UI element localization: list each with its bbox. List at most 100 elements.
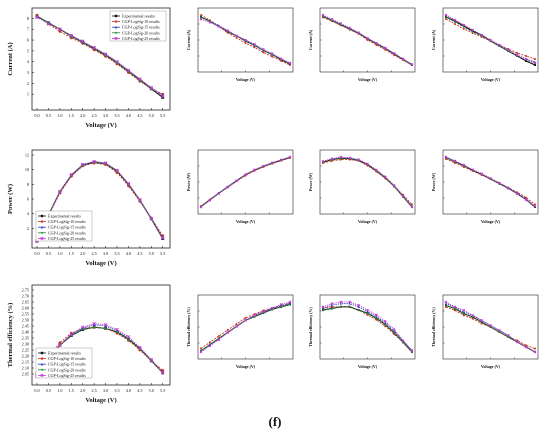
power-main-ytick-label: 12 bbox=[25, 153, 29, 158]
efficiency-main-xtick-label: 3.5 bbox=[114, 388, 119, 393]
power-zoom-3-series-4-point bbox=[471, 168, 475, 172]
power-zoom-2-series-4-point bbox=[410, 205, 414, 209]
efficiency-zoom-1-series-1-point bbox=[235, 322, 238, 325]
efficiency-main-xtick-label: 1.5 bbox=[69, 388, 74, 393]
efficiency-zoom-3-series-2-point bbox=[445, 302, 447, 305]
power-main-legend-label: CGP-LogSig-10 results bbox=[48, 219, 86, 224]
current-main-series-4-point bbox=[138, 77, 142, 81]
efficiency-zoom-2-series-1-point bbox=[375, 318, 378, 321]
current-zoom-2-series-4-point bbox=[383, 46, 387, 50]
efficiency-zoom-3-series-4-line bbox=[445, 301, 536, 353]
current-zoom-3-series-4-point bbox=[462, 23, 466, 27]
current-main-legend-label: CGP-LogSig-15 results bbox=[122, 25, 160, 30]
current-zoom-1-series-1-point bbox=[244, 42, 247, 45]
current-main-series-4-point bbox=[92, 45, 96, 50]
efficiency-zoom-2-series-3-point bbox=[322, 309, 324, 312]
current-main-series-4-point bbox=[58, 27, 62, 31]
current-zoom-2-series-3-point bbox=[322, 15, 324, 18]
efficiency-zoom-2-series-3-point bbox=[375, 317, 378, 320]
power-main-ytick-label: 4 bbox=[27, 211, 30, 216]
power-main-series-4-point bbox=[69, 173, 74, 177]
efficiency-main-legend-swatch-marker bbox=[40, 368, 44, 371]
power-main-series-3-point bbox=[104, 162, 107, 166]
current-zoom-1-xlabel: Voltage (V) bbox=[236, 77, 256, 82]
efficiency-zoom-2-series-3-point bbox=[348, 305, 351, 308]
current-zoom-3-series-1-point bbox=[534, 58, 536, 60]
power-zoom-1-series-2-line bbox=[200, 156, 291, 207]
current-main-legend-swatch-marker bbox=[114, 14, 118, 18]
power-main-xtick-label: 2.5 bbox=[92, 251, 97, 256]
efficiency-main-legend-label: CGP-LogSig-15 results bbox=[48, 362, 86, 367]
power-main-series-4-point bbox=[160, 236, 165, 240]
efficiency-zoom-2-ylabel: Thermal efficiency (%) bbox=[308, 306, 313, 346]
current-zoom-3-series-0-point bbox=[534, 64, 536, 66]
current-zoom-2-series-4-point bbox=[410, 63, 414, 66]
power-main-xtick-label: 5.0 bbox=[149, 251, 154, 256]
efficiency-main-xtick-label: 5.5 bbox=[160, 388, 165, 393]
efficiency-zoom-1-ylabel: Thermal efficiency (%) bbox=[186, 306, 191, 346]
efficiency-zoom-1-series-4-point bbox=[270, 306, 274, 310]
power-zoom-2-series-4-point bbox=[366, 162, 369, 166]
power-zoom-2-xlabel: Voltage (V) bbox=[358, 219, 378, 224]
power-main-legend-swatch-marker bbox=[40, 231, 44, 234]
power-main-legend-label: CGP-LogSig-20 results bbox=[48, 230, 86, 235]
power-zoom-1-series-4-point bbox=[270, 161, 274, 165]
current-zoom-1-series-4-point bbox=[235, 34, 238, 38]
efficiency-main-series-1-point bbox=[58, 341, 62, 345]
efficiency-zoom-2-series-4-point bbox=[348, 300, 352, 304]
current-zoom-1-series-4-point bbox=[279, 57, 283, 61]
efficiency-main-xtick-label: 0.5 bbox=[46, 388, 51, 393]
current-zoom-1-series-4-point bbox=[288, 61, 292, 65]
power-zoom-1-axes-frame bbox=[197, 149, 294, 215]
power-main-xtick-label: 4.5 bbox=[137, 251, 142, 256]
current-main-series-4-point bbox=[115, 59, 119, 64]
efficiency-zoom-3-series-4-point bbox=[533, 350, 537, 354]
efficiency-main-series-4-point bbox=[69, 332, 74, 337]
power-main-legend-label: Experimental results bbox=[48, 214, 81, 219]
efficiency-zoom-3-series-4-point bbox=[444, 300, 448, 304]
efficiency-zoom-1-series-4-point bbox=[253, 314, 256, 317]
efficiency-main-series-1-point bbox=[161, 369, 165, 372]
power-zoom-1-series-4-point bbox=[261, 164, 265, 168]
current-main-legend-swatch-marker bbox=[114, 26, 118, 29]
current-zoom-1-series-3-point bbox=[200, 16, 202, 19]
efficiency-main-series-3-point bbox=[104, 327, 107, 330]
efficiency-main-ytick-label: 2.25 bbox=[22, 348, 29, 353]
current-zoom-1-series-1-point bbox=[235, 36, 238, 39]
power-zoom-2-series-4-point bbox=[401, 194, 405, 198]
current-main-ytick-label: 2 bbox=[27, 81, 29, 86]
efficiency-zoom-2-series-2-point bbox=[330, 304, 333, 307]
power-zoom-3-series-1-line bbox=[445, 158, 536, 205]
power-zoom-3-series-4-point bbox=[524, 198, 528, 202]
power-zoom-1-series-4-line bbox=[200, 156, 291, 208]
efficiency-main-xtick-label: 2.5 bbox=[92, 388, 97, 393]
power-zoom-3-series-1-point bbox=[462, 166, 465, 168]
power-zoom-1-series-0-line bbox=[200, 156, 291, 207]
efficiency-zoom-2-series-4-point bbox=[383, 320, 387, 323]
efficiency-zoom-1-xlabel: Voltage (V) bbox=[236, 364, 256, 369]
power-zoom-3-series-4-point bbox=[444, 155, 448, 159]
power-main-series-4-point bbox=[103, 161, 108, 165]
efficiency-zoom-2-series-4-point bbox=[357, 303, 360, 307]
efficiency-main-ytick-label: 2.05 bbox=[22, 372, 29, 377]
current-zoom-1-series-4-point bbox=[261, 48, 265, 51]
current-zoom-3-series-4-point bbox=[480, 33, 483, 37]
power-main-series-4-point bbox=[126, 181, 131, 186]
current-zoom-2-series-4-line bbox=[322, 14, 413, 65]
power-main-series-4-point bbox=[58, 189, 62, 194]
efficiency-main-legend-label: CGP-LogSig-20 results bbox=[48, 367, 86, 372]
current-zoom-1-series-4-point bbox=[199, 17, 203, 21]
efficiency-main-series-4-point bbox=[103, 323, 108, 327]
power-zoom-3-series-2-line bbox=[445, 156, 536, 207]
power-zoom-3-series-1-point bbox=[453, 162, 456, 164]
current-main-xtick-label: 2.0 bbox=[80, 113, 85, 118]
efficiency-zoom-2-series-1-point bbox=[330, 305, 333, 308]
current-main-xtick-label: 5.0 bbox=[149, 113, 154, 118]
efficiency-zoom-2-series-2-point bbox=[375, 315, 378, 318]
current-zoom-3-series-3-point bbox=[453, 21, 456, 23]
current-zoom-2-series-4-point bbox=[330, 17, 334, 21]
current-main-ytick-label: 1 bbox=[27, 92, 29, 97]
current-zoom-2-series-4-point bbox=[366, 36, 369, 40]
current-zoom-3-series-3-point bbox=[471, 31, 474, 33]
efficiency-zoom-2-series-2-point bbox=[348, 302, 351, 305]
